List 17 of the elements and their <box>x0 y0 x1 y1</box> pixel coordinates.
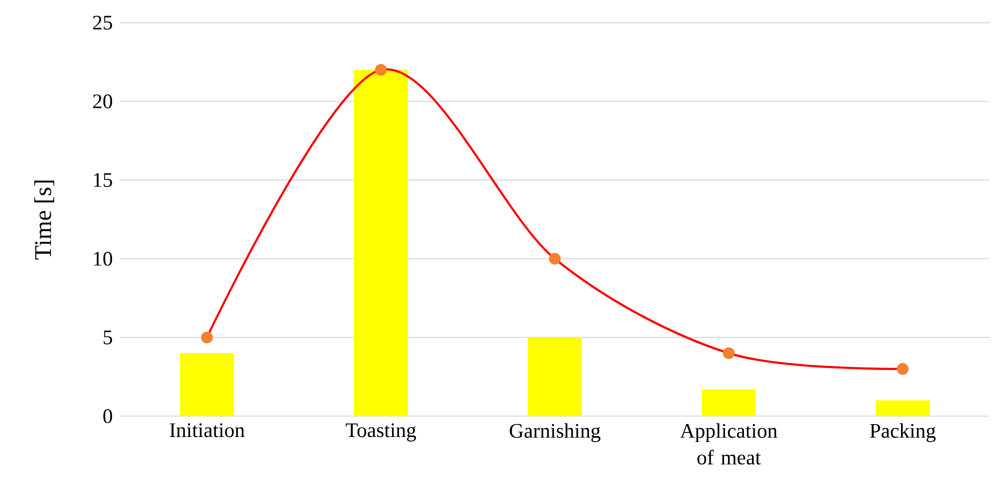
bar <box>354 70 408 416</box>
y-tick-label: 20 <box>93 94 112 109</box>
x-tick-label: Initiation <box>170 424 245 438</box>
y-tick-label: 15 <box>94 173 112 188</box>
y-axis-title: Time [s] <box>34 180 54 260</box>
bar <box>180 353 234 416</box>
x-tick-label: Toasting <box>346 424 416 442</box>
x-tick-label: Application of meat <box>680 424 778 465</box>
x-tick-label: Garnishing <box>510 424 600 442</box>
x-tick-label: Packing <box>870 424 936 442</box>
bar <box>702 390 756 416</box>
y-tick-label: 5 <box>104 330 112 345</box>
bar <box>528 338 582 416</box>
bar <box>876 400 930 416</box>
y-tick-label: 25 <box>93 16 112 30</box>
y-tick-label: 10 <box>94 252 112 266</box>
y-tick-label: 0 <box>103 409 112 424</box>
